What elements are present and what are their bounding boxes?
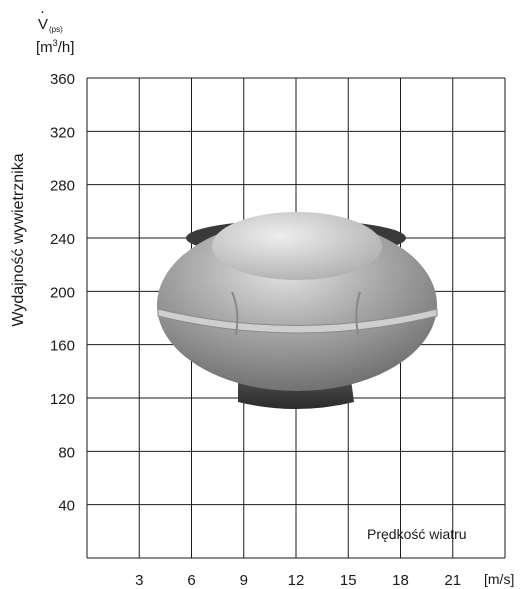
ventilator-cap <box>212 212 382 280</box>
tick-labels: 40 80 120 160 200 240 280 320 360 3 6 9 12 15 18 21 <box>50 71 461 589</box>
ventilator-panel-seam <box>355 291 361 336</box>
y-tick-label: 160 <box>50 338 75 355</box>
y-tick-label: 200 <box>50 284 75 301</box>
y-tick-label: 280 <box>50 178 75 195</box>
y-tick-label: 40 <box>58 498 75 515</box>
x-axis-label: Prędkość wiatru <box>367 526 467 542</box>
x-tick-label: 21 <box>444 572 461 589</box>
y-symbol-subscript: (ps) <box>49 25 63 34</box>
x-tick-label: 12 <box>288 572 305 589</box>
ventilator-panel-seam <box>231 291 239 336</box>
roof-ventilator-photo <box>157 212 438 409</box>
x-unit: [m/s] <box>484 571 514 587</box>
y-unit: [m3/h] <box>36 38 74 56</box>
x-tick-label: 9 <box>240 572 248 589</box>
x-tick-label: 18 <box>392 572 409 589</box>
y-tick-label: 360 <box>50 71 75 88</box>
ventilator-rim <box>157 308 438 334</box>
y-symbol-dot: · <box>40 3 45 20</box>
y-tick-label: 80 <box>58 444 75 461</box>
x-tick-label: 15 <box>340 572 357 589</box>
x-tick-label: 3 <box>135 572 143 589</box>
y-tick-label: 240 <box>50 231 75 248</box>
y-axis-label: Wydajność wywietrznika <box>10 153 27 326</box>
y-tick-label: 120 <box>50 391 75 408</box>
x-tick-label: 6 <box>187 572 195 589</box>
y-symbol: V <box>38 16 48 33</box>
y-tick-label: 320 <box>50 124 75 141</box>
